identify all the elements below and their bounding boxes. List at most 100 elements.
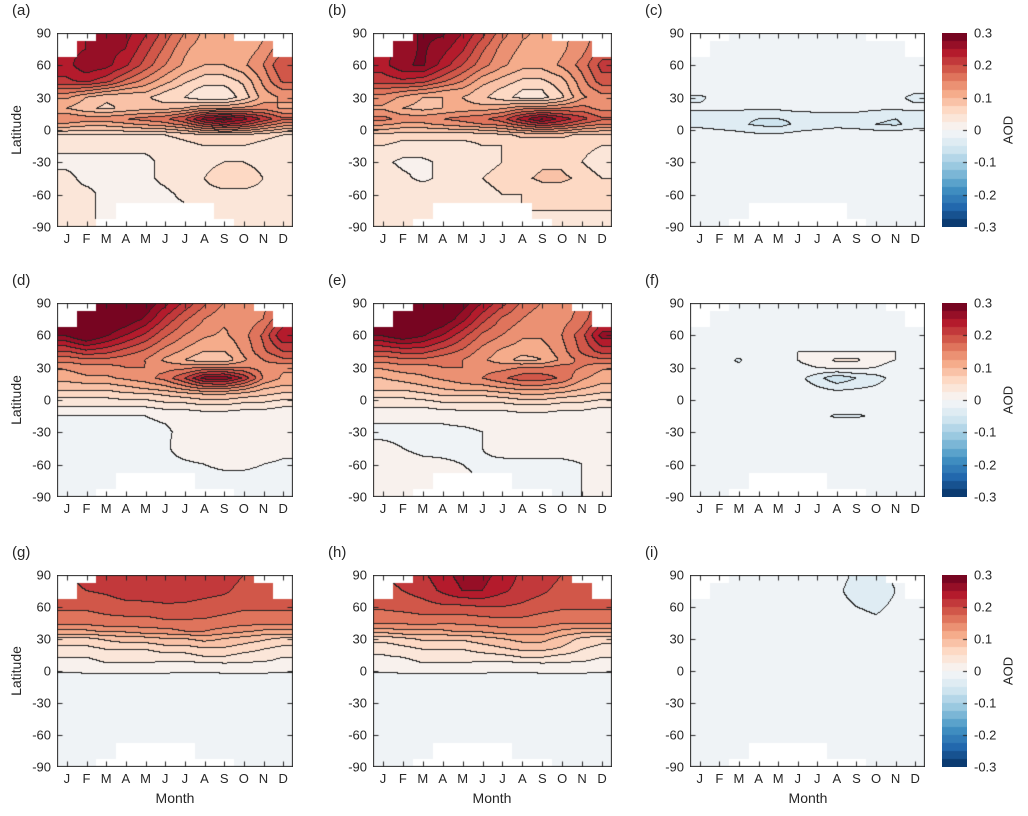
y-tick-label: 0 <box>359 663 367 679</box>
x-tick-label: N <box>890 771 901 786</box>
y-tick-label: -60 <box>32 187 51 203</box>
x-tick-label: A <box>200 231 209 246</box>
y-tick-label: -60 <box>348 457 367 473</box>
colorbar-tick-label: 0.1 <box>974 631 993 647</box>
x-tick-label: J <box>794 771 801 786</box>
colorbar-tick-label: 0 <box>974 392 982 408</box>
y-tick-label: 90 <box>352 295 367 311</box>
panel-f: (f) 90 60 30 0 -30 -60 -90 J F M A M J J A S O N D <box>645 272 925 516</box>
colorbar-label-row1: AOD <box>1000 115 1016 145</box>
y-tick-label: -60 <box>665 187 684 203</box>
x-tick-label: S <box>852 231 861 246</box>
x-tick-label: S <box>219 501 229 516</box>
y-tick-label: 60 <box>36 327 51 343</box>
x-tick-label: O <box>238 771 249 786</box>
x-tick-label: F <box>398 771 407 786</box>
panel-b: (b) 90 60 30 0 -30 -60 -90 J F M A M J J A S O N D <box>328 2 612 246</box>
x-tick-label: D <box>597 771 607 786</box>
y-tick-label: 90 <box>36 295 51 311</box>
panel-i-contour-plot <box>690 575 925 767</box>
x-tick-label: M <box>457 501 469 516</box>
x-tick-label: J <box>479 501 486 516</box>
x-tick-label: N <box>258 231 269 246</box>
x-tick-label: O <box>557 501 568 516</box>
x-tick-label: J <box>479 771 486 786</box>
x-axis-label-col3: Month <box>788 790 828 806</box>
colorbar-tick-label: 0.1 <box>974 360 993 376</box>
x-tick-label: J <box>499 501 506 516</box>
x-tick-label: S <box>852 771 861 786</box>
colorbar-tick-label: -0.1 <box>974 695 997 711</box>
y-tick-label: -90 <box>665 219 684 235</box>
y-tick-label: -30 <box>665 424 684 440</box>
panel-a-contour-plot <box>57 33 293 227</box>
x-tick-label: J <box>63 231 71 246</box>
x-tick-label: J <box>794 501 801 516</box>
x-tick-label: A <box>518 231 527 246</box>
y-tick-label: -30 <box>348 695 367 711</box>
x-tick-label: N <box>258 501 269 516</box>
y-tick-label: -60 <box>32 727 51 743</box>
x-tick-label: M <box>100 771 112 786</box>
y-tick-label: -90 <box>348 219 367 235</box>
panel-a: (a) 90 60 30 0 -30 -60 -90 J F M A M J J A S O N D <box>12 2 293 246</box>
y-tick-label: -30 <box>32 424 51 440</box>
x-tick-label: A <box>121 771 131 786</box>
y-tick-label: 30 <box>36 90 51 106</box>
x-tick-label: N <box>890 231 901 246</box>
y-tick-label: -90 <box>665 489 684 505</box>
x-tick-label: A <box>121 231 131 246</box>
colorbar-tick-label: -0.2 <box>974 727 997 743</box>
x-tick-label: A <box>438 771 448 786</box>
y-tick-label: -60 <box>665 727 684 743</box>
x-tick-label: N <box>258 771 269 786</box>
y-tick-label: -30 <box>32 154 51 170</box>
colorbar-tick-label: 0.3 <box>974 567 993 583</box>
colorbar-row2: 0.3 0.2 0.1 0 -0.1 -0.2 -0.3 <box>942 296 996 505</box>
y-tick-label: 90 <box>352 567 367 583</box>
x-tick-label: S <box>219 231 229 246</box>
y-tick-label: -30 <box>348 154 367 170</box>
panel-c-letter: (c) <box>645 2 663 19</box>
panel-d-contour-plot <box>57 303 293 497</box>
x-tick-label: A <box>754 771 763 786</box>
x-tick-label: M <box>100 501 112 516</box>
y-tick-label: 0 <box>43 392 51 408</box>
x-tick-label: A <box>518 501 527 516</box>
x-tick-label: J <box>63 501 71 516</box>
x-tick-label: M <box>733 231 745 246</box>
x-tick-label: M <box>417 231 429 246</box>
y-tick-label: 30 <box>669 631 684 647</box>
colorbar-tick-label: 0.2 <box>974 599 993 615</box>
y-tick-label: 0 <box>43 122 51 138</box>
panel-f-letter: (f) <box>645 272 660 289</box>
colorbar-label-row3: AOD <box>1000 656 1016 686</box>
x-tick-label: J <box>161 231 169 246</box>
x-tick-label: J <box>181 231 189 246</box>
y-tick-label: -90 <box>32 759 51 775</box>
colorbar-tick-label: 0.2 <box>974 327 993 343</box>
x-tick-label: O <box>557 231 568 246</box>
x-tick-label: J <box>379 771 387 786</box>
y-tick-label: -90 <box>348 759 367 775</box>
x-tick-label: D <box>910 771 920 786</box>
y-tick-label: 0 <box>43 663 51 679</box>
y-tick-label: 60 <box>669 57 684 73</box>
y-tick-label: -60 <box>32 457 51 473</box>
x-tick-label: J <box>814 501 821 516</box>
y-tick-label: 90 <box>669 295 684 311</box>
colorbar-label-row2: AOD <box>1000 385 1016 415</box>
x-tick-label: F <box>398 231 407 246</box>
colorbar-tick-label: -0.2 <box>974 187 997 203</box>
panel-g-contour-plot <box>57 575 293 767</box>
y-tick-label: 90 <box>36 567 51 583</box>
x-tick-label: N <box>577 771 587 786</box>
x-tick-label: F <box>398 501 407 516</box>
panel-i-letter: (i) <box>645 544 659 561</box>
colorbar-tick-label: 0.3 <box>974 25 993 41</box>
panel-h-letter: (h) <box>328 544 347 561</box>
x-tick-label: J <box>379 231 387 246</box>
colorbar-tick-label: 0.3 <box>974 295 993 311</box>
panel-d: (d) 90 60 30 0 -30 -60 -90 J F M A M J J A S O N D <box>12 272 293 516</box>
